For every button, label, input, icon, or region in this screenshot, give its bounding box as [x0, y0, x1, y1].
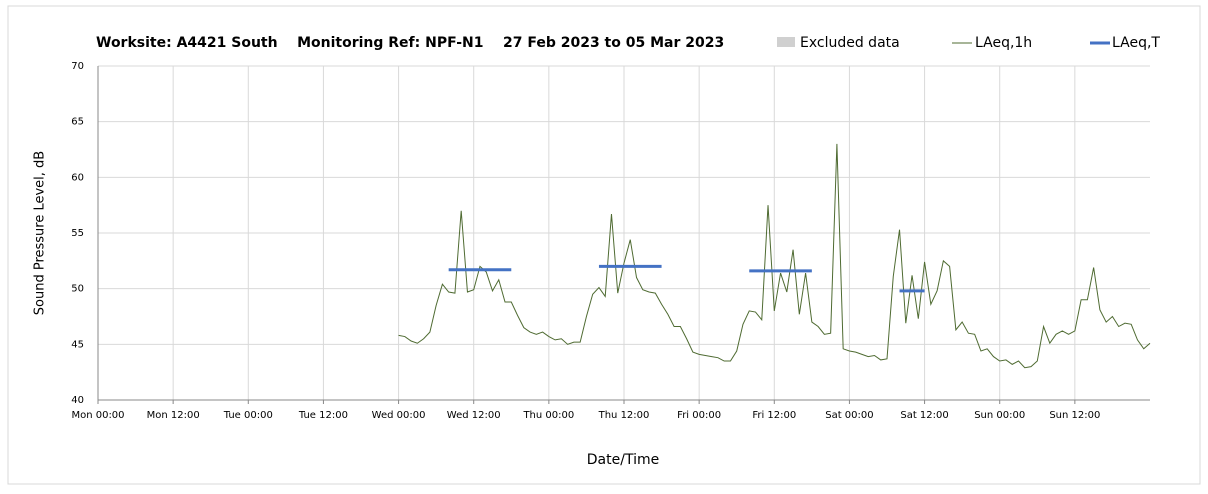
x-tick-label: Wed 00:00 [372, 410, 426, 421]
y-tick-label: 45 [71, 339, 84, 350]
x-tick-label: Sun 00:00 [974, 410, 1025, 421]
y-axis-label: Sound Pressure Level, dB [33, 151, 48, 315]
x-tick-label: Sun 12:00 [1049, 410, 1100, 421]
y-tick-label: 65 [71, 117, 84, 128]
chart-frame [7, 5, 1201, 485]
x-tick-label: Fri 12:00 [752, 410, 796, 421]
chart-title: Worksite: A4421 South Monitoring Ref: NP… [96, 35, 724, 51]
x-tick-label: Tue 12:00 [298, 410, 348, 421]
legend-label: LAeq,T [1112, 35, 1160, 51]
x-tick-label: Wed 12:00 [447, 410, 501, 421]
x-tick-label: Mon 00:00 [71, 410, 124, 421]
x-tick-label: Sat 00:00 [825, 410, 873, 421]
x-tick-label: Tue 00:00 [223, 410, 273, 421]
x-tick-label: Fri 00:00 [677, 410, 721, 421]
x-tick-label: Sat 12:00 [900, 410, 948, 421]
x-tick-label: Mon 12:00 [147, 410, 200, 421]
line-series [398, 143, 1151, 369]
y-tick-label: 60 [71, 172, 84, 183]
x-tick-label: Thu 12:00 [598, 410, 650, 421]
legend-label: LAeq,1h [975, 35, 1032, 51]
y-tick-label: 70 [71, 61, 84, 72]
x-axis-label: Date/Time [587, 452, 659, 468]
x-tick-label: Thu 00:00 [522, 410, 574, 421]
y-tick-label: 55 [71, 228, 84, 239]
legend-swatch [777, 37, 795, 47]
y-tick-label: 40 [71, 395, 84, 406]
y-tick-label: 50 [71, 284, 84, 295]
legend-label: Excluded data [800, 35, 900, 51]
